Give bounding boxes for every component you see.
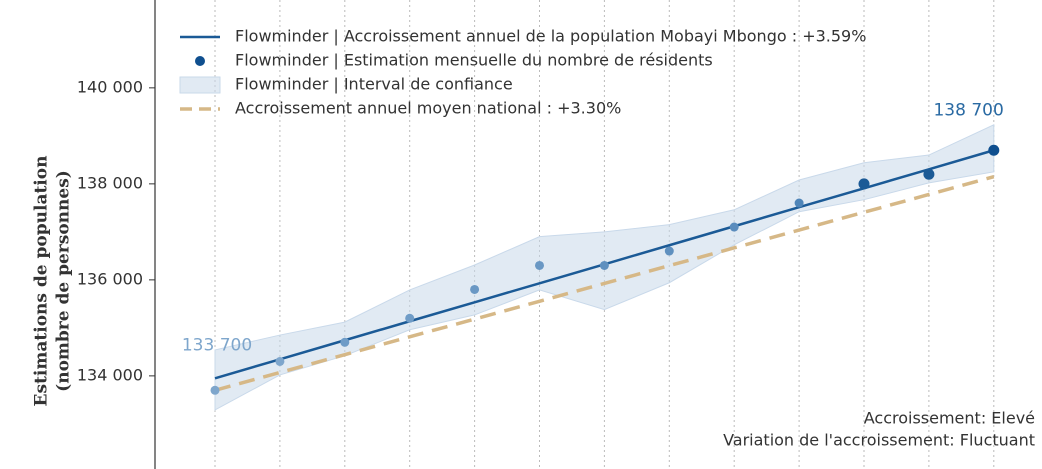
value-label: 138 700 bbox=[933, 100, 1003, 120]
national-trend-line bbox=[214, 174, 995, 392]
legend-label: Accroissement annuel moyen national : +3… bbox=[235, 99, 621, 118]
legend-swatch bbox=[179, 76, 221, 94]
y-tick-label: 138 000 bbox=[77, 173, 143, 192]
legend-label: Flowminder | Estimation mensuelle du nom… bbox=[235, 51, 713, 70]
value-label: 133 700 bbox=[182, 335, 252, 355]
data-point bbox=[275, 356, 285, 366]
data-point bbox=[405, 313, 415, 323]
data-point bbox=[340, 337, 350, 347]
data-point bbox=[988, 144, 1000, 156]
annotation: Variation de l'accroissement: Fluctuant bbox=[723, 431, 1035, 450]
data-point bbox=[858, 178, 870, 190]
y-tick-label: 140 000 bbox=[77, 77, 143, 96]
data-point bbox=[210, 385, 220, 395]
data-point bbox=[664, 246, 674, 256]
data-point bbox=[470, 284, 480, 294]
legend-label: Flowminder | Accroissement annuel de la … bbox=[235, 27, 866, 46]
y-axis-label: (nombre de personnes) bbox=[54, 170, 74, 392]
data-point bbox=[729, 222, 739, 232]
y-axis-label: Estimations de population bbox=[32, 156, 52, 407]
data-point bbox=[599, 260, 609, 270]
legend-swatch bbox=[195, 56, 205, 66]
data-point bbox=[923, 168, 935, 180]
legend-label: Flowminder | Interval de confiance bbox=[235, 75, 513, 94]
y-tick-label: 136 000 bbox=[77, 269, 143, 288]
data-point bbox=[794, 198, 804, 208]
y-tick-label: 134 000 bbox=[77, 365, 143, 384]
annotation: Accroissement: Elevé bbox=[864, 409, 1035, 428]
data-point bbox=[535, 260, 544, 270]
